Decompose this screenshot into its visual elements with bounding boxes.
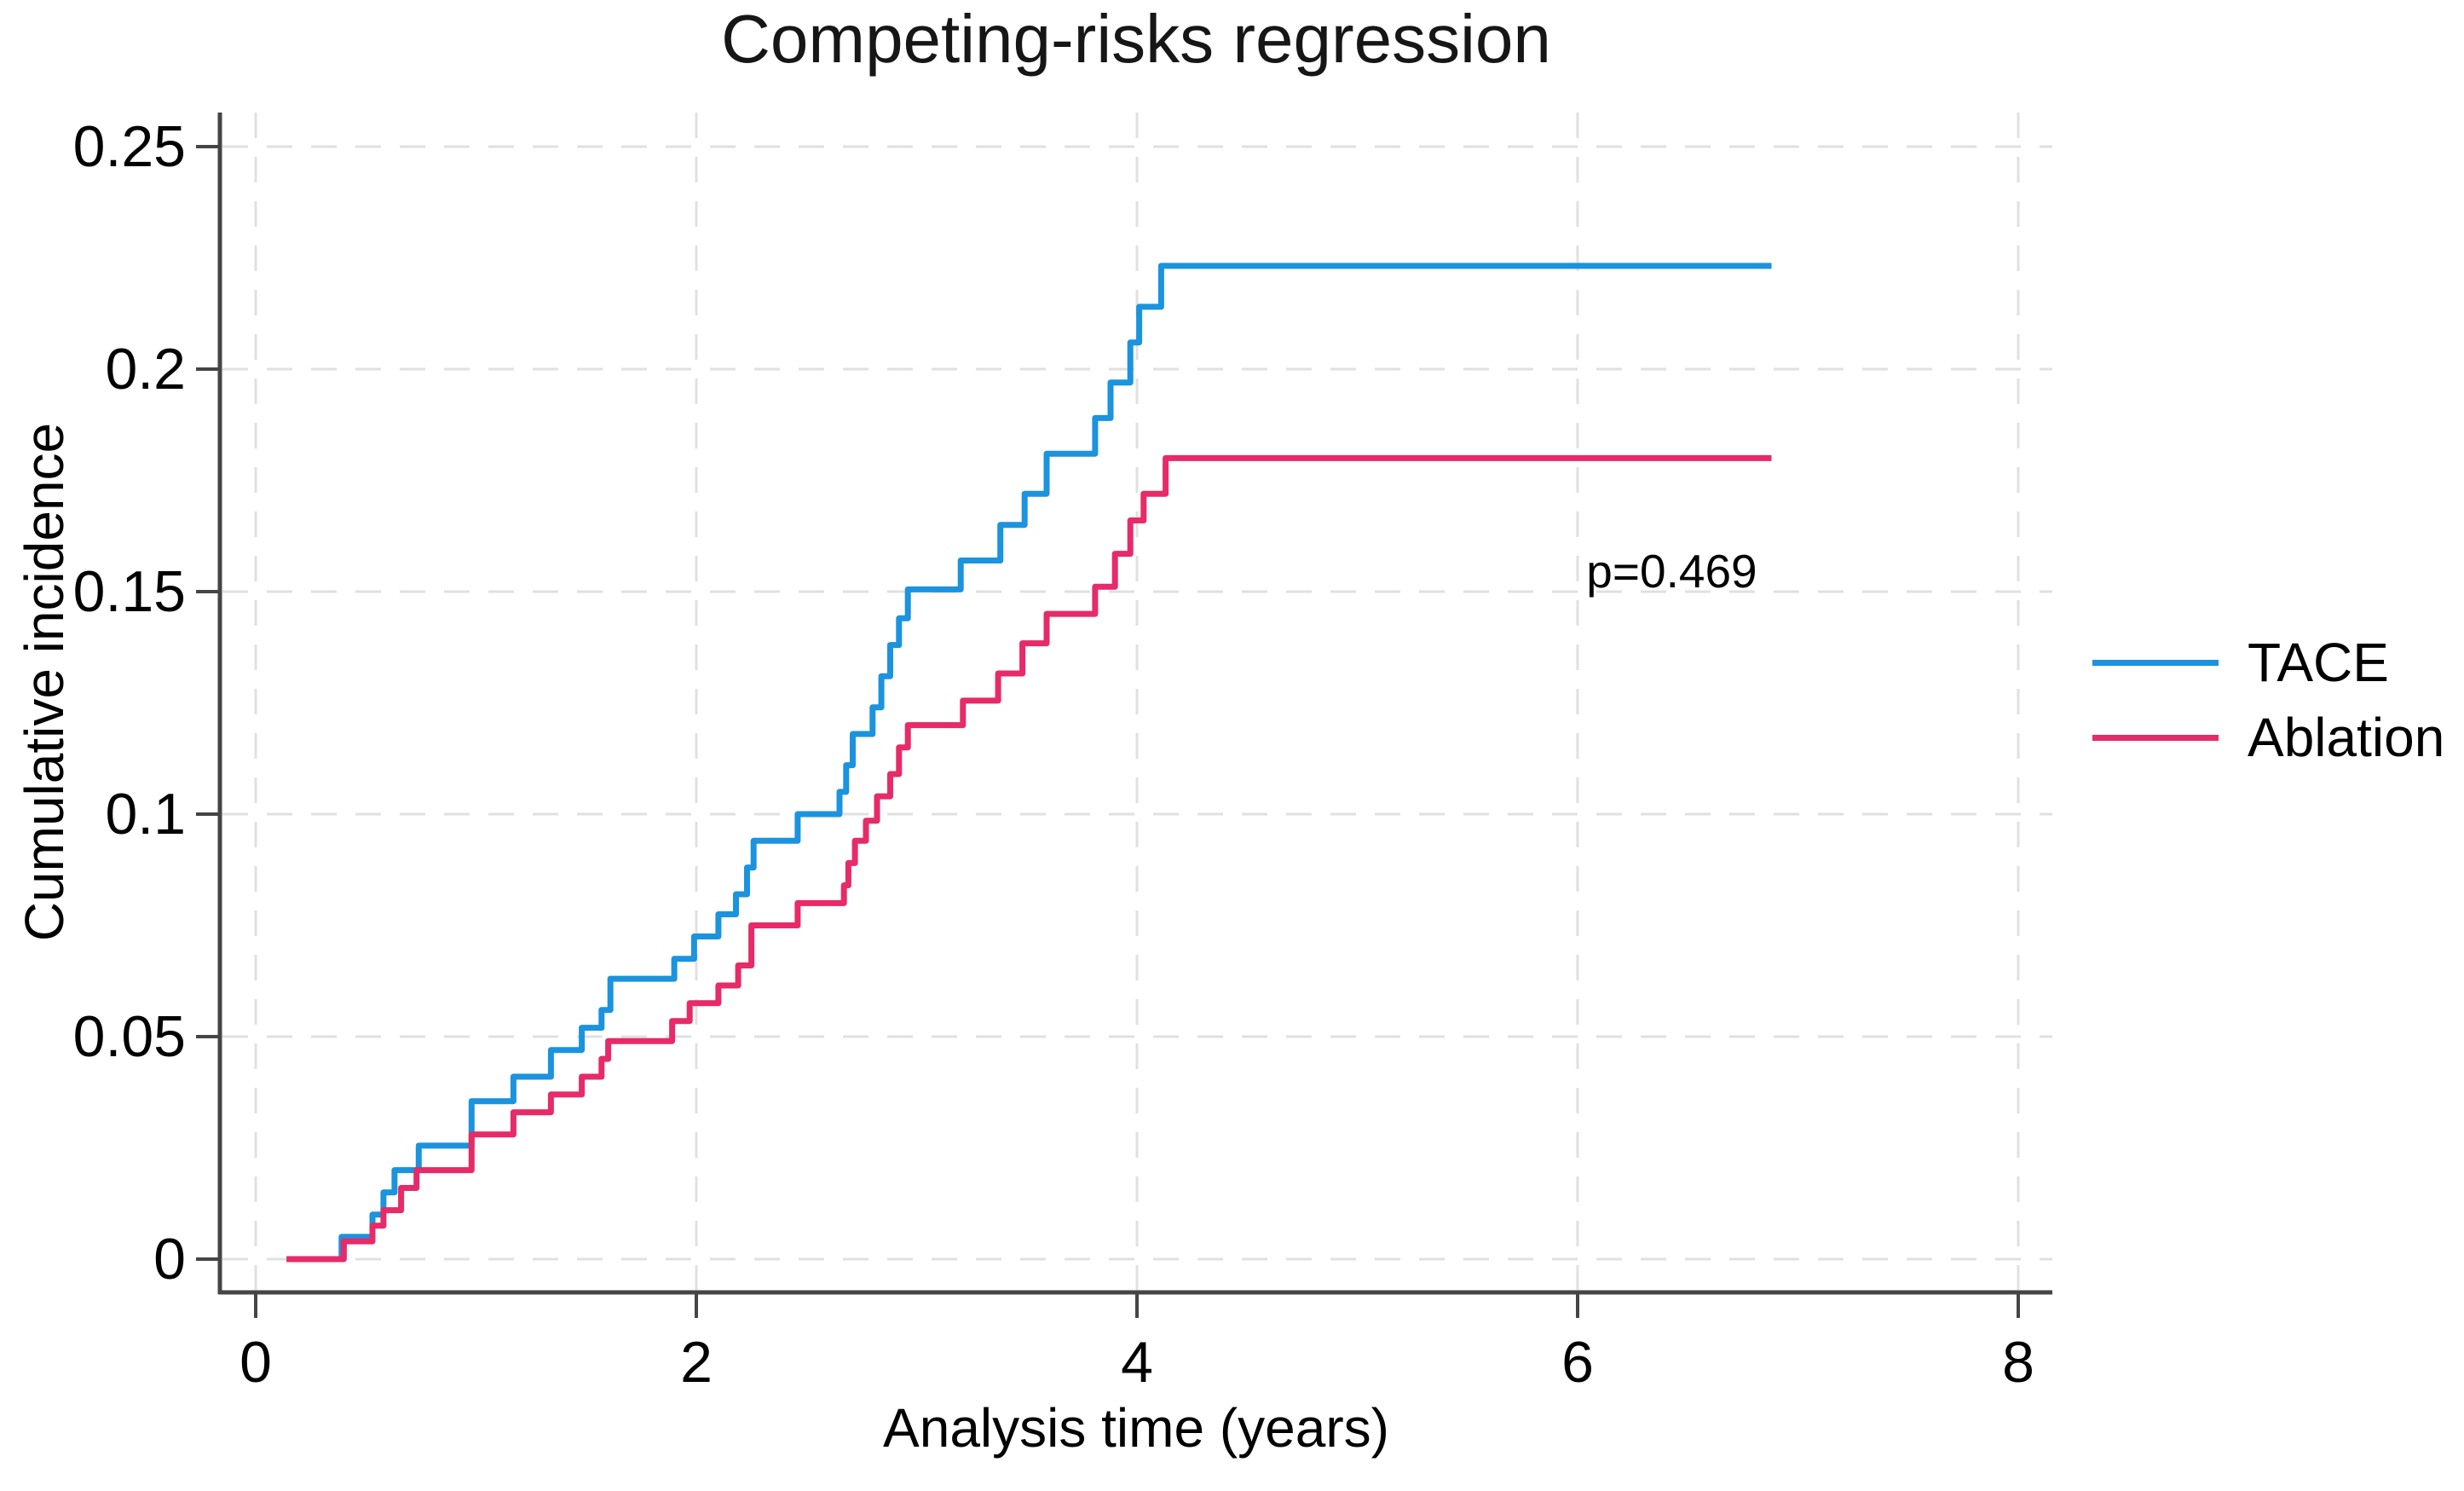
tace-curve (286, 263, 1772, 1263)
x-tick-label: 0 (239, 1330, 272, 1395)
x-axis-title: Analysis time (years) (883, 1397, 1389, 1459)
chart-title: Competing-risks regression (721, 1, 1551, 77)
x-tick-label: 4 (1121, 1330, 1153, 1395)
ablation-curve (286, 454, 1772, 1263)
x-tick-label: 8 (2002, 1330, 2034, 1395)
y-tick-label: 0.25 (73, 114, 186, 179)
legend-item-tace: TACE (2092, 633, 2444, 692)
y-tick-label: 0 (153, 1227, 186, 1292)
tace-line-swatch (2092, 659, 2219, 666)
legend: TACE Ablation (2092, 633, 2444, 767)
y-tick-label: 0.2 (105, 337, 186, 402)
p-value-annotation: p=0.469 (1586, 544, 1757, 598)
x-tick-label: 2 (680, 1330, 713, 1395)
ablation-line-swatch (2092, 734, 2219, 741)
y-tick-label: 0.15 (73, 559, 186, 624)
legend-label-ablation: Ablation (2248, 707, 2445, 768)
legend-label-tace: TACE (2248, 632, 2389, 693)
y-tick-label: 0.05 (73, 1004, 186, 1069)
x-tick-label: 6 (1561, 1330, 1594, 1395)
y-tick-label: 0.1 (105, 782, 186, 847)
legend-item-ablation: Ablation (2092, 708, 2444, 767)
y-axis-title: Cumulative incidence (14, 422, 75, 942)
